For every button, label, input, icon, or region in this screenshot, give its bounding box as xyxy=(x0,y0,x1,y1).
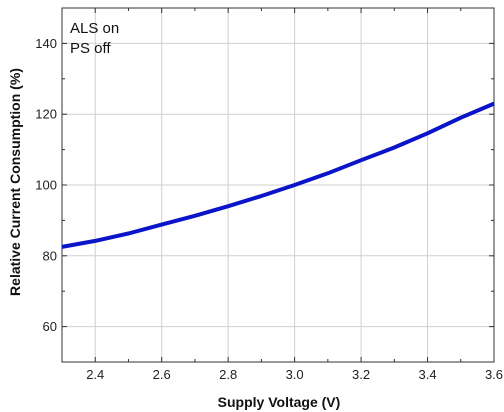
x-tick-label: 3.6 xyxy=(485,367,503,382)
tick-labels: 2.4 2.6 2.8 3.0 3.2 3.4 3.6 60 80 100 120 140 xyxy=(35,36,503,382)
annotation-line-1: ALS on xyxy=(70,20,119,37)
x-tick-label: 2.4 xyxy=(86,367,104,382)
grid xyxy=(62,8,495,362)
y-tick-label: 60 xyxy=(43,319,57,334)
series-line xyxy=(61,101,495,249)
x-tick-label: 2.6 xyxy=(153,367,171,382)
annotation-line-2: PS off xyxy=(70,40,111,57)
x-tick-label: 2.8 xyxy=(219,367,237,382)
y-tick-label: 120 xyxy=(35,107,57,122)
y-tick-label: 100 xyxy=(35,178,57,193)
x-tick-label: 3.4 xyxy=(418,367,436,382)
y-tick-label: 140 xyxy=(35,36,57,51)
y-axis-title: Relative Current Consumption (%) xyxy=(7,68,23,296)
x-axis-title: Supply Voltage (V) xyxy=(218,394,341,410)
y-tick-label: 80 xyxy=(43,248,57,263)
x-tick-label: 3.2 xyxy=(352,367,370,382)
x-tick-label: 3.0 xyxy=(286,367,304,382)
plot-frame xyxy=(61,7,495,363)
series-layer xyxy=(61,101,495,249)
